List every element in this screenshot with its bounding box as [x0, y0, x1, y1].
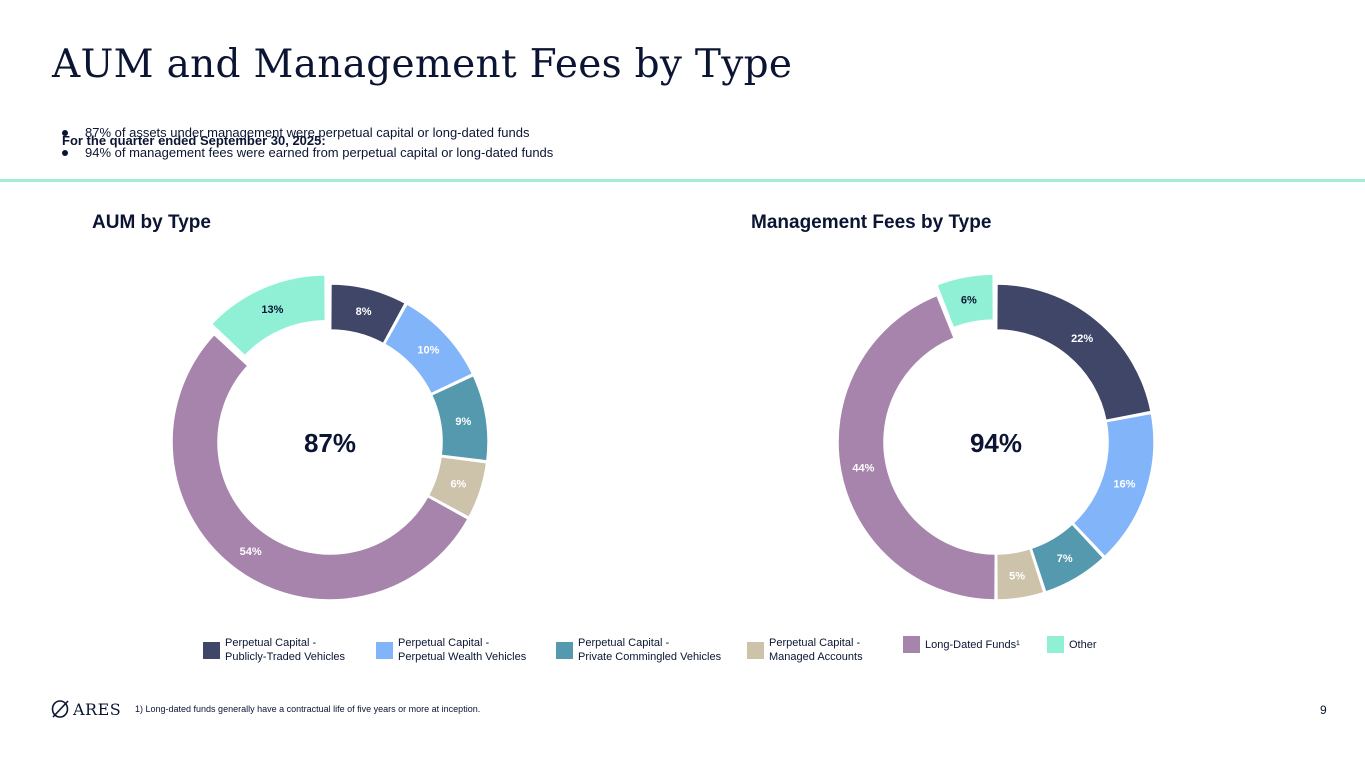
donut-slice [383, 302, 474, 395]
donut-slice [171, 333, 470, 601]
legend-swatch [747, 641, 764, 659]
bullet-dot-icon [62, 129, 68, 136]
bullet-item: 94% of management fees were earned from … [62, 145, 553, 160]
legend-label: Perpetual Capital - Perpetual Wealth Veh… [398, 637, 527, 663]
slice-data-label: 16% [1113, 479, 1135, 491]
legend-item-publicly-traded: Perpetual Capital - Publicly-Traded Vehi… [203, 636, 345, 664]
legend-label: Perpetual Capital - Managed Accounts [769, 637, 863, 663]
donut-slice [995, 547, 1045, 601]
slice-data-label: 22% [1071, 333, 1093, 345]
legend-swatch [203, 641, 220, 659]
legend: Perpetual Capital - Publicly-Traded Vehi… [0, 636, 1365, 672]
donut-slice [430, 374, 489, 462]
donut-slice [427, 455, 488, 519]
legend-item-long-dated-funds: Long-Dated Funds¹ [903, 636, 1020, 653]
legend-label: Long-Dated Funds¹ [925, 638, 1020, 651]
slice-data-label: 5% [1009, 570, 1025, 582]
donut-slice [935, 273, 995, 329]
donut-chart-fees: 22% 16% 7% 5% 44% 6% 94% [837, 273, 1155, 601]
legend-swatch [556, 641, 573, 659]
ares-logo-icon [51, 700, 69, 718]
donut-center-label: 94% [970, 428, 1022, 458]
slice-data-label: 44% [852, 462, 874, 474]
slice-data-label: 13% [261, 304, 283, 316]
legend-item-perpetual-wealth: Perpetual Capital - Perpetual Wealth Veh… [376, 636, 526, 664]
slice-data-label: 9% [455, 416, 471, 428]
slice-data-label: 10% [417, 345, 439, 357]
legend-label: Perpetual Capital - Publicly-Traded Vehi… [225, 637, 346, 663]
legend-swatch [903, 636, 920, 653]
legend-item-private-commingled: Perpetual Capital - Private Commingled V… [556, 636, 721, 664]
donut-slice [1030, 523, 1105, 593]
slice-data-label: 8% [356, 306, 372, 318]
legend-swatch [1047, 636, 1064, 653]
slice-data-label: 6% [961, 295, 977, 307]
footnote: 1) Long-dated funds generally have a con… [135, 704, 481, 714]
slice-data-label: 6% [450, 479, 466, 491]
bullet-item: 87% of assets under management were perp… [62, 125, 529, 140]
donut-slice [837, 294, 997, 601]
bullet-text: 94% of management fees were earned from … [85, 145, 554, 160]
slice-data-label: 54% [240, 546, 262, 558]
donut-slice [1072, 412, 1155, 558]
legend-item-managed-accounts: Perpetual Capital - Managed Accounts [747, 636, 863, 664]
legend-label: Other [1069, 638, 1097, 651]
fees-chart-title: Management Fees by Type [751, 212, 992, 233]
bullet-text: 87% of assets under management were perp… [85, 125, 530, 140]
legend-swatch [376, 641, 393, 659]
donut-chart-aum: 8% 10% 9% 6% 54% 13% 87% [171, 274, 489, 601]
aum-chart-title: AUM by Type [92, 212, 211, 233]
donut-slice [210, 274, 327, 357]
logo-text: ARES [73, 699, 122, 719]
slice-data-label: 7% [1057, 553, 1073, 565]
divider [0, 179, 1365, 182]
legend-label: Perpetual Capital - Private Commingled V… [578, 637, 722, 663]
donut-slice [329, 283, 407, 345]
donut-slice [995, 283, 1152, 422]
subtitle: For the quarter ended September 30, 2025… [62, 133, 326, 148]
ares-logo: ARES [50, 698, 121, 720]
bullet-dot-icon [62, 149, 68, 156]
donut-center-label: 87% [304, 428, 356, 458]
legend-item-other: Other [1047, 636, 1097, 653]
page-number: 9 [1320, 703, 1327, 717]
page-title: AUM and Management Fees by Type [52, 42, 793, 87]
